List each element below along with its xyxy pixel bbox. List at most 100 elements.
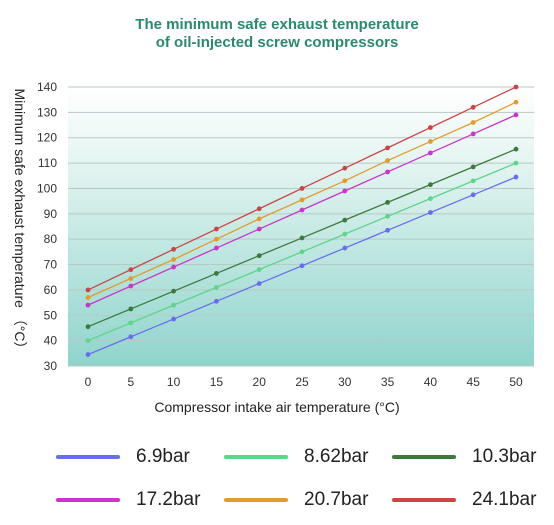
- data-point: [256, 281, 262, 286]
- x-tick-label: 25: [295, 375, 309, 389]
- data-point: [428, 196, 433, 202]
- data-point: [385, 145, 390, 151]
- data-point: [385, 169, 390, 175]
- data-point: [428, 139, 433, 144]
- legend-item: 8.62bar: [224, 442, 392, 472]
- data-point: [428, 182, 433, 188]
- y-tick-label: 60: [44, 283, 58, 297]
- legend: 6.9bar 8.62bar 10.3bar 17.2bar 20.7bar 24.1ba…: [56, 442, 536, 515]
- legend-label: 6.9bar: [136, 446, 190, 467]
- data-point: [256, 206, 262, 212]
- data-point: [428, 210, 433, 215]
- x-tick-label: 45: [467, 375, 481, 389]
- data-point: [385, 200, 390, 205]
- legend-label: 10.3bar: [472, 446, 537, 467]
- y-tick-label: 130: [37, 105, 57, 119]
- data-point: [214, 284, 219, 290]
- y-tick-label: 100: [37, 181, 57, 195]
- data-point: [214, 245, 219, 251]
- legend-swatch: [224, 498, 288, 502]
- x-tick-label: 0: [85, 375, 92, 389]
- data-point: [85, 352, 91, 357]
- data-point: [513, 174, 519, 180]
- data-point: [128, 276, 134, 281]
- data-point: [342, 231, 348, 237]
- data-point: [299, 235, 305, 241]
- y-tick-label: 90: [44, 207, 58, 221]
- data-point: [214, 271, 219, 276]
- legend-item: 17.2bar: [56, 485, 224, 515]
- legend-swatch: [56, 455, 120, 459]
- data-point: [85, 287, 91, 293]
- data-point: [385, 227, 390, 233]
- legend-label: 8.62bar: [304, 446, 369, 467]
- data-point: [85, 295, 91, 300]
- x-axis-label: Compressor intake air temperature (°C): [154, 399, 399, 415]
- chart-title-line-2: of oil-injected screw compressors: [155, 34, 399, 51]
- y-tick-label: 40: [44, 334, 58, 348]
- data-point: [342, 245, 348, 251]
- x-tick-label: 35: [381, 375, 395, 389]
- data-point: [470, 178, 476, 184]
- chart-title-line-1: The minimum safe exhaust temperature: [135, 16, 419, 33]
- data-point: [470, 131, 476, 137]
- y-tick-label: 140: [37, 80, 57, 94]
- plot-area: [68, 85, 534, 366]
- x-tick-label: 10: [167, 375, 181, 389]
- data-point: [85, 302, 91, 308]
- x-tick-label: 15: [210, 375, 224, 389]
- data-point: [470, 192, 476, 198]
- x-tick-label: 50: [509, 375, 523, 389]
- data-point: [342, 178, 348, 184]
- data-point: [256, 226, 262, 232]
- legend-item: 24.1bar: [392, 485, 542, 515]
- y-tick-label: 30: [44, 359, 58, 373]
- y-tick-label: 50: [44, 308, 58, 322]
- data-point: [470, 120, 476, 125]
- legend-item: 20.7bar: [224, 485, 392, 515]
- data-point: [385, 213, 390, 219]
- data-point: [428, 125, 433, 130]
- y-tick-label: 120: [37, 131, 57, 145]
- data-point: [342, 217, 348, 223]
- legend-label: 20.7bar: [304, 489, 369, 510]
- data-point: [256, 216, 262, 222]
- x-tick-label: 5: [127, 375, 134, 389]
- data-point: [513, 99, 519, 105]
- x-tick-label: 30: [338, 375, 352, 389]
- legend-item: 6.9bar: [56, 442, 224, 472]
- data-point: [214, 298, 219, 304]
- data-point: [342, 188, 348, 194]
- x-tick-label: 40: [424, 375, 438, 389]
- chart-title: The minimum safe exhaust temperature of …: [0, 16, 554, 52]
- data-point: [470, 104, 476, 110]
- data-point: [428, 150, 433, 156]
- data-point: [214, 226, 219, 232]
- legend-swatch: [392, 455, 456, 459]
- data-point: [299, 197, 305, 203]
- y-tick-label: 110: [38, 156, 57, 170]
- legend-swatch: [224, 455, 288, 459]
- data-point: [171, 264, 177, 270]
- data-point: [299, 186, 305, 191]
- data-point: [256, 253, 262, 259]
- data-point: [513, 146, 519, 152]
- data-point: [85, 324, 91, 330]
- data-point: [513, 112, 519, 118]
- data-point: [214, 236, 219, 242]
- data-point: [299, 249, 305, 255]
- data-point: [128, 306, 134, 312]
- data-point: [256, 267, 262, 273]
- data-point: [128, 267, 134, 273]
- legend-label: 24.1bar: [472, 489, 537, 510]
- data-point: [342, 165, 348, 171]
- data-point: [513, 160, 519, 166]
- x-tick-label: 20: [253, 375, 267, 389]
- data-point: [171, 316, 177, 322]
- y-axis-label: Minimum safe exhaust temperature （°C）: [12, 88, 28, 355]
- data-point: [128, 334, 134, 340]
- y-tick-label: 80: [44, 232, 58, 246]
- data-point: [85, 338, 91, 344]
- data-point: [299, 263, 305, 269]
- legend-item: 10.3bar: [392, 442, 542, 472]
